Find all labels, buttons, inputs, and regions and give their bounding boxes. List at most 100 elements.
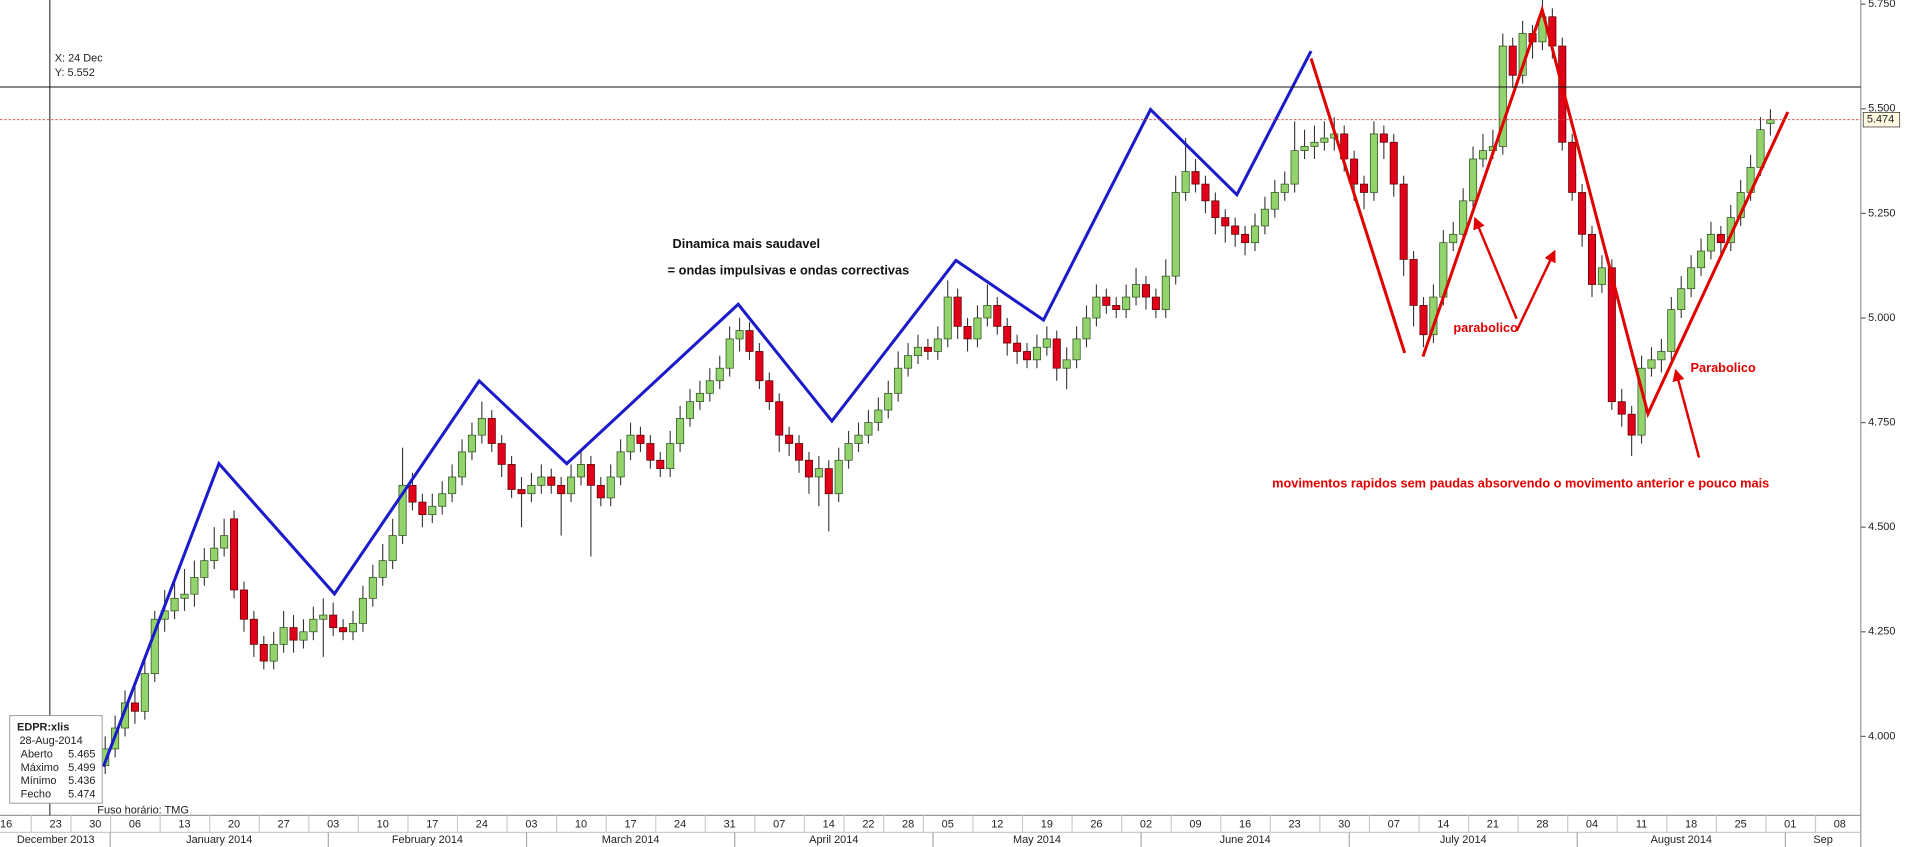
- candle-body: [1578, 192, 1587, 235]
- candle-body: [408, 484, 417, 503]
- candle-body: [993, 305, 1002, 327]
- candle-body: [1122, 296, 1131, 310]
- x-tick-label: 01: [1784, 818, 1796, 830]
- month-label: April 2014: [809, 834, 858, 846]
- info-row-value: 5.465: [68, 748, 95, 760]
- crosshair-x-label: X: 24 Dec: [55, 52, 104, 64]
- candle-body: [1250, 225, 1260, 244]
- candle-body: [1221, 217, 1230, 227]
- x-tick-label: 10: [377, 818, 389, 830]
- arrow: [1672, 368, 1701, 458]
- month-label: August 2014: [1651, 834, 1712, 846]
- x-tick-label: 11: [1636, 818, 1647, 830]
- x-tick-label: 28: [1536, 818, 1548, 830]
- candle-body: [1647, 359, 1656, 369]
- candle-body: [1369, 133, 1378, 193]
- arrow: [1473, 216, 1518, 320]
- annotation: movimentos rapidos sem paudas absorvendo…: [1272, 476, 1769, 491]
- y-tick-label: 5.250: [1868, 207, 1895, 219]
- candle-body: [279, 627, 288, 645]
- candle-body: [1102, 296, 1111, 306]
- y-tick-label: 5.500: [1868, 103, 1895, 115]
- candle-body: [1389, 141, 1398, 185]
- x-tick-label: 21: [1487, 818, 1499, 830]
- x-tick-label: 08: [1834, 818, 1846, 830]
- candle-body: [1023, 351, 1032, 361]
- candle-body: [626, 434, 635, 453]
- info-row-value: 5.436: [68, 775, 95, 787]
- x-tick-label: 10: [575, 818, 587, 830]
- candle-body: [1260, 208, 1269, 227]
- candle-body: [1687, 267, 1696, 290]
- info-row-label: Aberto: [21, 748, 53, 760]
- candle-body: [586, 464, 595, 486]
- candle-body: [1587, 233, 1597, 285]
- candle-body: [1290, 150, 1299, 185]
- candle-body: [834, 459, 843, 495]
- candle-body: [804, 459, 813, 478]
- x-tick-label: 19: [1041, 818, 1053, 830]
- candle-body: [497, 443, 506, 465]
- candle-body: [487, 418, 496, 444]
- candle-body: [140, 673, 149, 712]
- candle-body: [130, 702, 139, 712]
- candle-body: [1132, 284, 1141, 298]
- candle-body: [606, 476, 615, 499]
- candle-body: [249, 618, 258, 645]
- candle-body: [507, 464, 516, 490]
- x-tick-label: 07: [773, 818, 785, 830]
- candle-body: [1716, 233, 1725, 244]
- x-tick-label: 02: [1140, 818, 1152, 830]
- x-tick-label: 30: [1338, 818, 1350, 830]
- overlay: X: 24 Dec Y: 5.552 5.474 Dinamica mais saud…: [0, 0, 1901, 816]
- info-row-label: Máximo: [21, 762, 59, 774]
- candle-body: [1379, 133, 1388, 143]
- annotation: Parabolico: [1691, 360, 1756, 375]
- info-row-label: Mínimo: [21, 775, 57, 787]
- candle-body: [1161, 275, 1170, 310]
- candle-body: [695, 392, 704, 403]
- candle-body: [983, 305, 992, 319]
- candle-body: [557, 484, 566, 495]
- timezone-label: Fuso horário: TMG: [97, 804, 189, 816]
- candle-body: [1607, 267, 1616, 403]
- x-tick-label: 14: [823, 818, 835, 830]
- x-tick-label: 07: [1388, 818, 1400, 830]
- x-tick-label: 17: [624, 818, 636, 830]
- candle-body: [913, 346, 923, 357]
- candle-body: [1697, 250, 1706, 269]
- candle-body: [150, 618, 159, 674]
- info-row-label: Fecho: [21, 789, 51, 801]
- candle-body: [616, 451, 625, 478]
- candle-body: [339, 627, 348, 633]
- month-label: June 2014: [1220, 834, 1271, 846]
- candle-body: [874, 409, 883, 423]
- candle-body: [1657, 351, 1666, 361]
- x-tick-label: 03: [525, 818, 537, 830]
- month-label: January 2014: [186, 834, 252, 846]
- candle-body: [1706, 233, 1715, 252]
- candle-body: [1677, 288, 1686, 310]
- annotation: Dinamica mais saudavel: [673, 236, 821, 251]
- candle-body: [576, 464, 585, 478]
- candle-body: [1419, 305, 1428, 336]
- candle-body: [666, 443, 675, 469]
- candle-body: [348, 623, 358, 633]
- candle-body: [1211, 200, 1220, 218]
- x-tick-label: 23: [50, 818, 62, 830]
- candle-body: [547, 476, 556, 486]
- x-tick-label: 31: [724, 818, 736, 830]
- candle-body: [1042, 338, 1051, 348]
- candle-body: [755, 351, 764, 382]
- candle-body: [785, 434, 794, 444]
- trend-line: [1309, 57, 1407, 354]
- candle-body: [775, 401, 784, 436]
- candle-body: [1092, 296, 1101, 319]
- y-tick-label: 4.750: [1868, 416, 1895, 428]
- x-tick-label: 05: [942, 818, 954, 830]
- candle-body: [923, 346, 932, 352]
- candle-body: [795, 443, 804, 461]
- candle-body: [973, 317, 982, 340]
